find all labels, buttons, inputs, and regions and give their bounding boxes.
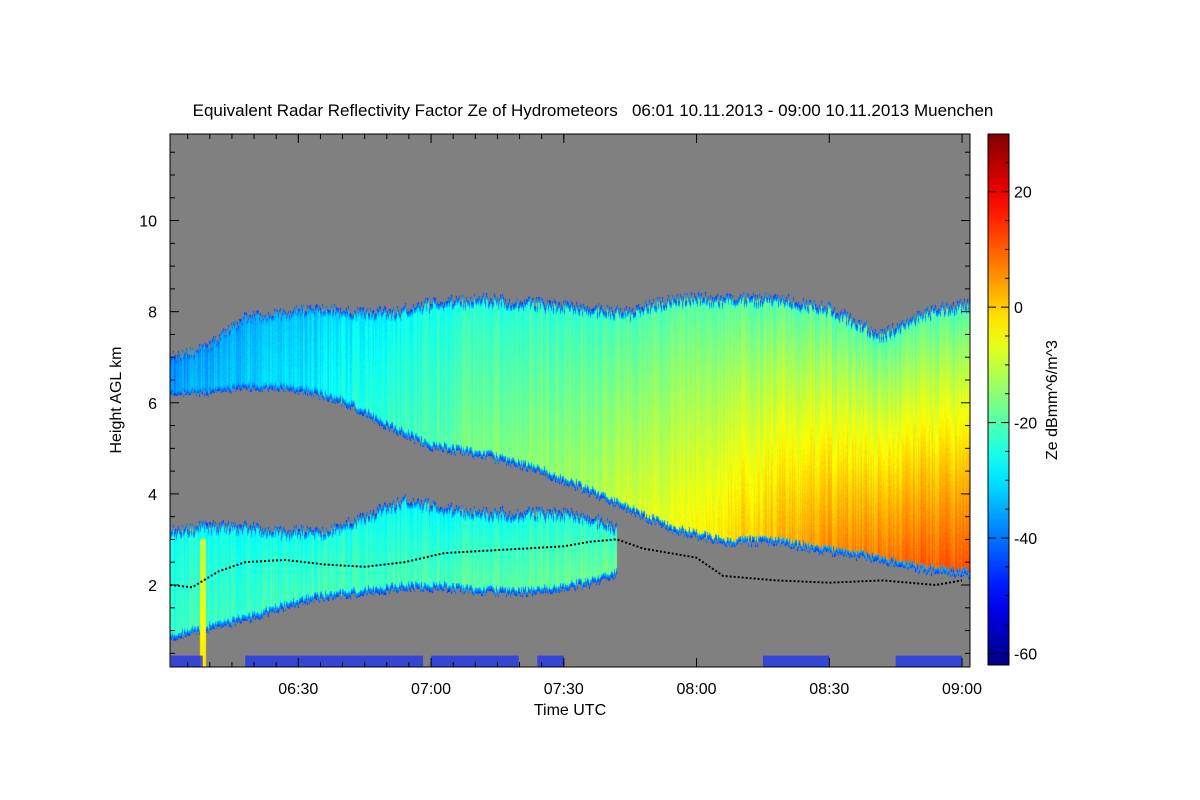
x-tick-label: 06:30 — [278, 681, 318, 698]
clutter-segment — [431, 655, 519, 667]
clutter-segment — [895, 655, 963, 667]
x-tick-label: 07:30 — [544, 681, 584, 698]
colorbar-gradient — [988, 134, 1009, 665]
reflectivity-heatmap — [170, 134, 970, 667]
y-axis-label: Height AGL km — [108, 346, 125, 453]
x-axis: 06:30 07:00 07:30 08:00 08:30 09:00 — [187, 134, 982, 698]
clutter-segment — [245, 655, 424, 667]
x-tick-label: 08:00 — [677, 681, 717, 698]
clutter-segment — [170, 655, 203, 667]
x-tick-label: 07:00 — [411, 681, 451, 698]
cloud-base-trace — [170, 538, 963, 589]
chart-title: Equivalent Radar Reflectivity Factor Ze … — [193, 101, 994, 120]
surface-clutter — [170, 655, 963, 667]
y-tick-label: 2 — [148, 578, 157, 595]
colorbar-ticks: 20 0 -20 -40 -60 — [988, 162, 1037, 663]
x-axis-label: Time UTC — [534, 702, 606, 719]
clutter-segment — [537, 655, 564, 667]
x-tick-label: 09:00 — [942, 681, 982, 698]
cloud-base-line — [170, 538, 963, 589]
y-tick-label: 10 — [139, 214, 157, 231]
colorbar-label: Ze dBmm^6/m^3 — [1044, 340, 1061, 460]
clutter-segment — [762, 655, 830, 667]
y-tick-label: 6 — [148, 396, 157, 413]
colorbar-tick-label: -60 — [1014, 646, 1037, 663]
x-tick-label: 08:30 — [809, 681, 849, 698]
y-tick-label: 8 — [148, 305, 157, 322]
plot-area — [169, 133, 971, 668]
plot-frame — [169, 133, 971, 668]
y-axis: 2 4 6 8 10 — [139, 151, 970, 654]
colorbar-frame — [987, 133, 1010, 666]
colorbar-tick-label: -40 — [1014, 531, 1037, 548]
colorbar: 20 0 -20 -40 -60 Ze dBmm^6/m^3 — [987, 133, 1061, 666]
colorbar-tick-label: -20 — [1014, 416, 1037, 433]
y-tick-label: 4 — [148, 487, 157, 504]
colorbar-tick-label: 0 — [1014, 300, 1023, 317]
reflectivity-field-image — [170, 134, 970, 667]
colorbar-tick-label: 20 — [1014, 185, 1032, 202]
